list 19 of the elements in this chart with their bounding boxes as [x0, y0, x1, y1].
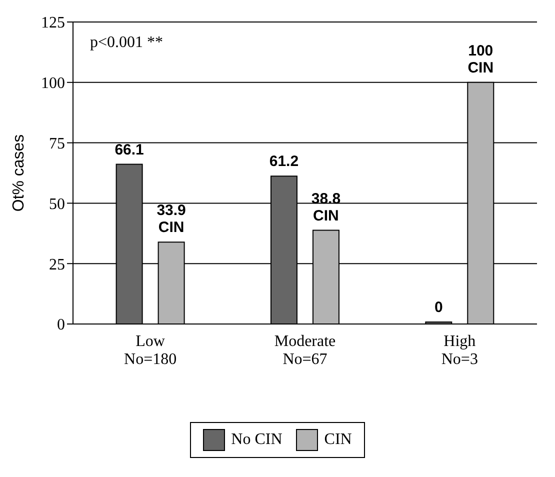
annotation: p<0.001 ** [90, 34, 164, 52]
y-axis-title: Ot% cases [10, 134, 28, 212]
x-tick-label: High No=3 [441, 333, 478, 368]
data-label: 33.9 CIN [156, 202, 186, 236]
legend-label: CIN [323, 430, 352, 450]
data-label: 61.2 [269, 153, 299, 170]
y-tick-label: 75 [49, 135, 65, 152]
x-tick-label: Low No=180 [124, 333, 177, 368]
data-label: 66.1 [114, 141, 144, 158]
data-label: 38.8 CIN [311, 190, 341, 224]
data-label: 100 CIN [468, 42, 494, 76]
x-tick-label: Moderate No=67 [274, 333, 336, 368]
y-tick-label: 125 [41, 14, 65, 32]
y-tick-label: 50 [49, 196, 65, 213]
legend-label: No CIN [230, 430, 282, 450]
y-tick-label: 25 [49, 256, 65, 274]
data-label: 0 [434, 299, 443, 316]
y-tick-label: 100 [41, 75, 65, 92]
y-tick-label: 0 [57, 316, 65, 334]
